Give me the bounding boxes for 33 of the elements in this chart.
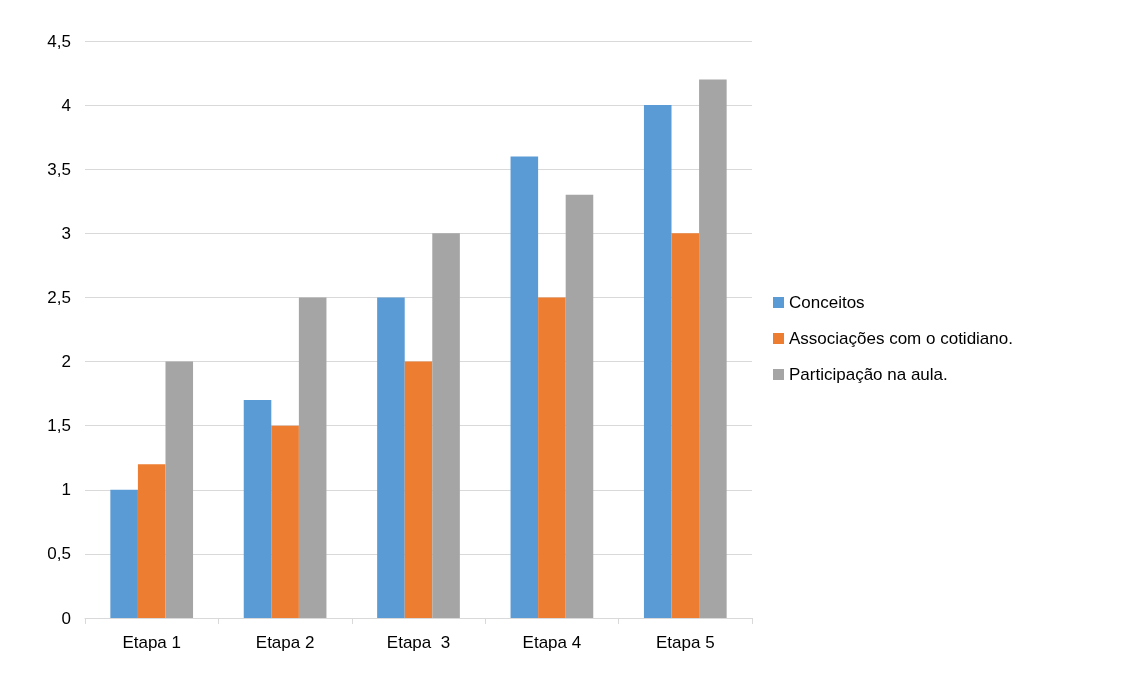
- y-tick-label: 0: [61, 608, 71, 628]
- bar: [404, 361, 433, 618]
- y-tick-label: 2,5: [47, 287, 71, 307]
- bar: [271, 425, 299, 618]
- bar: [538, 297, 566, 618]
- bar: [137, 464, 166, 618]
- x-tick-label: Etapa 5: [656, 633, 715, 652]
- y-tick-label: 1,5: [47, 416, 71, 436]
- y-tick-label: 4,5: [47, 31, 71, 51]
- bar: [165, 361, 194, 618]
- x-tick-label: Etapa 1: [122, 633, 181, 652]
- bar: [377, 297, 405, 618]
- y-tick-label: 0,5: [47, 544, 71, 564]
- bar: [643, 105, 672, 618]
- bar: [510, 156, 539, 618]
- legend-label: Conceitos: [789, 293, 865, 312]
- bar: [110, 489, 138, 618]
- y-tick-label: 1: [61, 480, 71, 500]
- x-tick-label: Etapa 4: [522, 633, 582, 652]
- legend-label: Participação na aula.: [789, 365, 948, 384]
- bar: [298, 297, 327, 618]
- legend-label: Associações com o cotidiano.: [789, 329, 1013, 348]
- bar: [432, 233, 460, 618]
- y-tick-label: 3: [61, 223, 71, 243]
- x-tick-label: Etapa 3: [386, 633, 451, 652]
- bar: [671, 233, 700, 618]
- y-tick-label: 3,5: [47, 159, 71, 179]
- bar: [243, 400, 272, 618]
- x-tick-label: Etapa 2: [255, 633, 315, 652]
- bar: [565, 194, 594, 618]
- y-tick-label: 4: [61, 95, 71, 115]
- bar: [699, 79, 727, 618]
- y-tick-label: 2: [61, 352, 71, 372]
